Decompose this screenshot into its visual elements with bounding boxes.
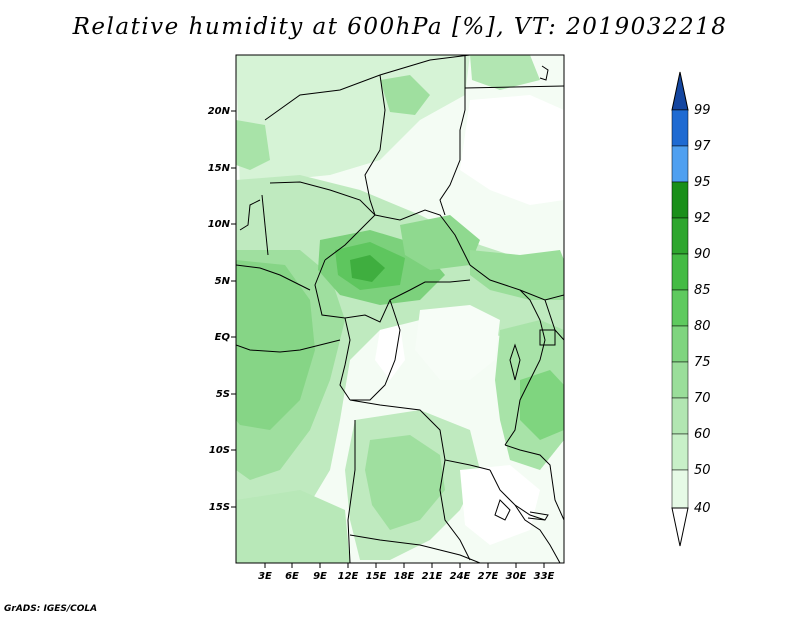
- lat-axis: [231, 110, 236, 508]
- lon-label: 24E: [450, 571, 471, 582]
- map-frame: [235, 54, 565, 564]
- colorbar-label: 99: [694, 103, 711, 118]
- colorbar-label: 92: [694, 211, 711, 226]
- lon-label: 12E: [338, 571, 359, 582]
- colorbar-label: 85: [694, 283, 711, 298]
- colorbar-label: 40: [694, 501, 711, 516]
- colorbar-bottom-arrow: [671, 507, 689, 547]
- colorbar-seg-85-90: [671, 253, 689, 291]
- colorbar-seg-60-70: [671, 397, 689, 435]
- colorbar-label: 90: [694, 247, 711, 262]
- colorbar-seg-40-50: [671, 469, 689, 509]
- lon-label: 30E: [506, 571, 527, 582]
- lon-label: 33E: [534, 571, 555, 582]
- lat-label: 15S: [209, 502, 230, 513]
- lon-label: 3E: [258, 571, 272, 582]
- lat-label: 5N: [215, 276, 231, 287]
- lon-label: 27E: [478, 571, 499, 582]
- colorbar-label: 70: [694, 391, 711, 406]
- lon-label: 18E: [394, 571, 415, 582]
- colorbar-top-arrow: [671, 71, 689, 111]
- colorbar-labels: 99 97 95 92 90 85 80 75 70 60 50 40: [694, 103, 711, 516]
- lat-label: 15N: [208, 163, 231, 174]
- humidity-field: [236, 55, 564, 563]
- colorbar-label: 50: [694, 463, 711, 478]
- lon-label: 21E: [422, 571, 443, 582]
- colorbar-seg-75-80: [671, 325, 689, 363]
- lat-label: EQ: [215, 332, 231, 343]
- colorbar-label: 60: [694, 427, 711, 442]
- lon-labels: 3E 6E 9E 12E 15E 18E 21E 24E 27E 30E 33E: [258, 571, 554, 582]
- lon-axis: [264, 563, 545, 568]
- credit-label: GrADS: IGES/COLA: [4, 604, 98, 614]
- colorbar-seg-70-75: [671, 361, 689, 399]
- lat-label: 10N: [208, 219, 231, 230]
- lat-label: 5S: [216, 389, 230, 400]
- lon-label: 15E: [366, 571, 387, 582]
- colorbar: 99 97 95 92 90 85 80 75 70 60 50 40: [671, 71, 711, 547]
- colorbar-seg-97-99: [671, 109, 689, 147]
- colorbar-label: 80: [694, 319, 711, 334]
- lon-label: 6E: [285, 571, 299, 582]
- colorbar-seg-95-97: [671, 145, 689, 183]
- colorbar-label: 75: [694, 355, 711, 370]
- colorbar-seg-92-95: [671, 181, 689, 219]
- colorbar-seg-80-85: [671, 289, 689, 327]
- colorbar-label: 97: [694, 139, 711, 154]
- lon-label: 9E: [313, 571, 327, 582]
- country-borders: [236, 55, 564, 563]
- colorbar-seg-50-60: [671, 433, 689, 471]
- colorbar-seg-90-92: [671, 217, 689, 255]
- colorbar-label: 95: [694, 175, 711, 190]
- map-panel: 20N 15N 10N 5N EQ 5S 10S 15S 3E 6E 9E 12…: [208, 54, 565, 582]
- lat-label: 10S: [209, 445, 230, 456]
- lat-labels: 20N 15N 10N 5N EQ 5S 10S 15S: [208, 106, 231, 513]
- chart-title: Relative humidity at 600hPa [%], VT: 201…: [72, 14, 728, 40]
- lat-label: 20N: [208, 106, 231, 117]
